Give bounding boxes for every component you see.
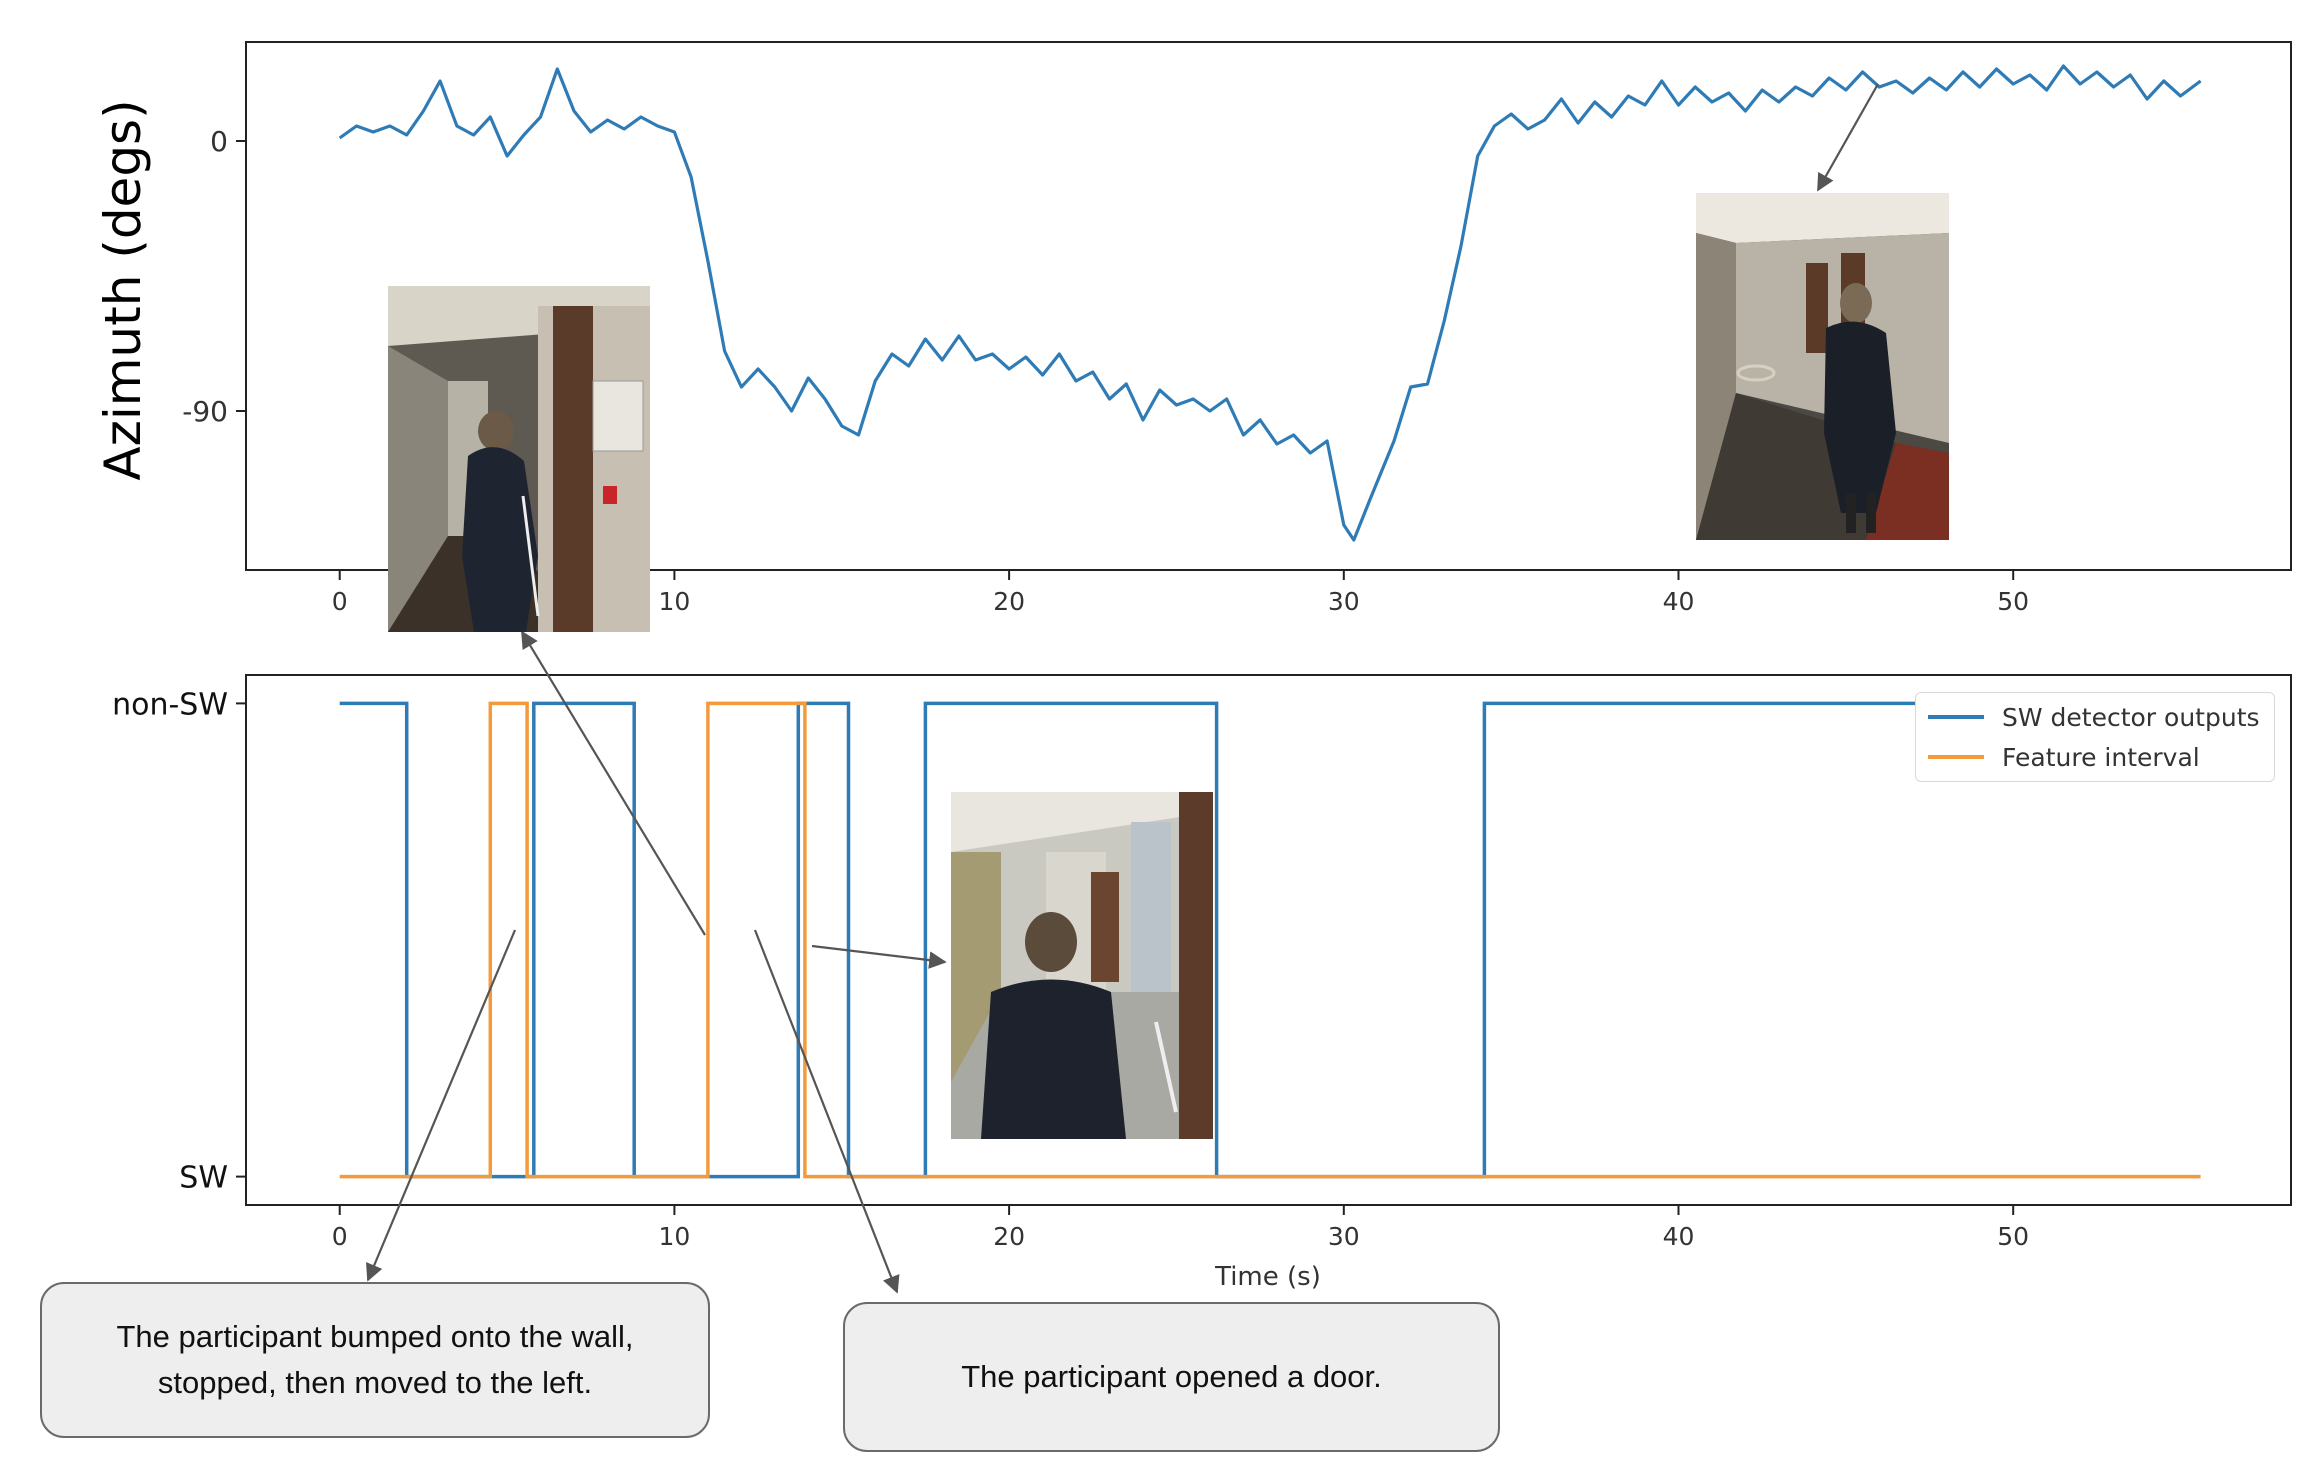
azimuth-x-ticks: 0 10 20 30 40 50 [332,570,2029,616]
annotation-arrows [366,83,1879,1294]
hallway-door-photo [388,286,650,632]
legend-entry-sw-detector: SW detector outputs [1916,697,2274,737]
x-tick-label: 20 [993,1222,1025,1251]
y-tick-label: 0 [210,125,228,158]
legend-entry-feature-interval: Feature interval [1916,737,2274,777]
corridor-walking-photo [1696,193,1949,540]
azimuth-y-axis-label: Azimuth (degs) [94,99,152,480]
x-tick-label: 0 [332,587,348,616]
door-opening-photo [951,792,1213,1139]
legend-label-sw-detector: SW detector outputs [2002,702,2260,732]
x-tick-label: 40 [1663,587,1695,616]
detector-x-axis-label: Time (s) [1214,1262,1321,1292]
bump-callout: The participant bumped onto the wall, st… [40,1282,710,1438]
arrow-to-bump-callout [366,929,517,1282]
detector-legend: SW detector outputs Feature interval [1915,692,2275,782]
legend-swatch-orange [1928,755,1984,759]
x-tick-label: 30 [1328,587,1360,616]
x-tick-label: 50 [1997,587,2029,616]
legend-label-feature-interval: Feature interval [2002,742,2200,772]
x-tick-label: 50 [1997,1222,2029,1251]
arrow-to-corridor-photo [1817,83,1879,192]
arrow-to-opening-photo [811,944,947,969]
x-tick-label: 10 [659,587,691,616]
arrow-to-door-callout [753,929,900,1294]
x-tick-label: 20 [993,587,1025,616]
y-tick-label: non-SW [112,687,228,722]
y-tick-label: SW [179,1161,228,1196]
x-tick-label: 40 [1663,1222,1695,1251]
door-callout: The participant opened a door. [843,1302,1500,1452]
azimuth-y-ticks: 0 -90 [182,125,246,428]
legend-swatch-blue [1928,715,1984,719]
detector-x-ticks: 0 10 20 30 40 50 [332,1205,2029,1251]
x-tick-label: 0 [332,1222,348,1251]
azimuth-series-line [338,64,2202,542]
x-tick-label: 30 [1328,1222,1360,1251]
x-tick-label: 10 [659,1222,691,1251]
detector-y-ticks: non-SW SW [112,687,246,1196]
arrow-to-door-photo [521,630,706,936]
y-tick-label: -90 [182,395,228,428]
feature-interval-line [339,701,2201,1179]
